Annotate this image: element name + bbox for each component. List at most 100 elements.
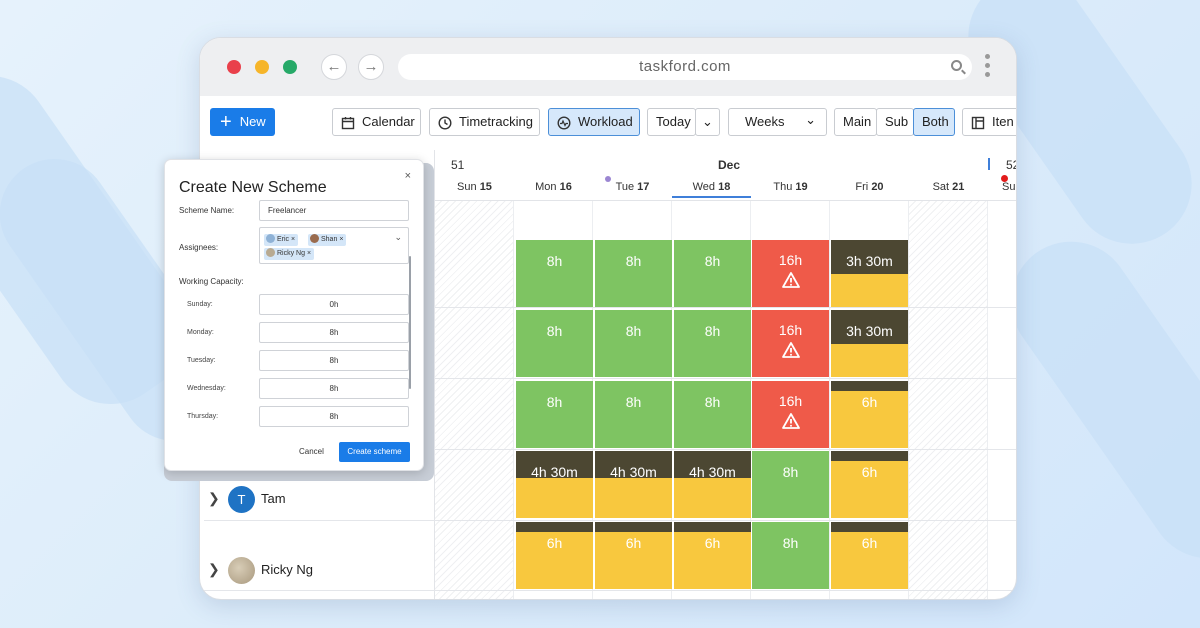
day-label: Thu 19 bbox=[773, 181, 808, 193]
assignees-select[interactable]: Eric × Shan × Ricky Ng × ⌄ bbox=[259, 227, 409, 264]
sub-filter-button[interactable]: Sub bbox=[876, 108, 914, 136]
warning-icon bbox=[782, 413, 800, 429]
workload-cell[interactable]: 8h bbox=[595, 240, 672, 307]
workload-cell[interactable]: 8h bbox=[516, 381, 593, 448]
workload-hours: 8h bbox=[546, 323, 563, 339]
workload-view-button[interactable]: Workload bbox=[548, 108, 640, 136]
person-row-tam[interactable]: ❯ T Tam bbox=[208, 483, 286, 514]
day-label: Sun 15 bbox=[457, 181, 492, 193]
row-divider bbox=[204, 520, 1016, 521]
row-divider bbox=[204, 307, 1016, 308]
layout-icon bbox=[971, 116, 985, 129]
workload-cell[interactable]: 6h bbox=[674, 522, 751, 589]
search-icon[interactable] bbox=[951, 60, 962, 71]
workload-cell[interactable]: 8h bbox=[595, 381, 672, 448]
items-button[interactable]: Iten bbox=[962, 108, 1016, 136]
close-icon[interactable]: × bbox=[404, 170, 411, 182]
workload-cell[interactable]: 16h bbox=[752, 381, 829, 448]
person-row-ricky-ng[interactable]: ❯ Ricky Ng bbox=[208, 554, 314, 585]
create-scheme-button[interactable]: Create scheme bbox=[339, 442, 410, 462]
workload-cell[interactable]: 3h 30m bbox=[831, 310, 908, 377]
modal-scrollbar[interactable] bbox=[409, 256, 411, 389]
workload-cell[interactable]: 4h 30m bbox=[516, 451, 593, 518]
workload-cell[interactable]: 6h bbox=[831, 381, 908, 448]
address-bar[interactable]: taskford.com bbox=[398, 54, 972, 80]
workload-cell[interactable]: 8h bbox=[674, 240, 751, 307]
workload-cell[interactable]: 4h 30m bbox=[674, 451, 751, 518]
workload-cell[interactable]: 8h bbox=[674, 381, 751, 448]
browser-window: ← → taskford.com + New Calendar Timetrack… bbox=[199, 37, 1017, 600]
remove-chip-icon[interactable]: × bbox=[339, 236, 344, 243]
workload-cell[interactable]: 3h 30m bbox=[831, 240, 908, 307]
workload-hours: 4h 30m bbox=[610, 464, 657, 480]
capacity-hours-input[interactable]: 0h bbox=[259, 294, 409, 315]
chevron-right-icon[interactable]: ❯ bbox=[208, 490, 220, 506]
workload-cell[interactable]: 16h bbox=[752, 310, 829, 377]
overtime-band bbox=[595, 522, 672, 532]
workload-hours: 4h 30m bbox=[689, 464, 736, 480]
workload-cell[interactable]: 6h bbox=[831, 522, 908, 589]
remove-chip-icon[interactable]: × bbox=[291, 236, 296, 243]
day-column bbox=[751, 201, 830, 599]
workload-hours: 8h bbox=[625, 394, 642, 410]
weeks-select[interactable]: Weeks ⌄ bbox=[728, 108, 827, 136]
workload-hours: 16h bbox=[778, 393, 803, 409]
both-filter-button[interactable]: Both bbox=[913, 108, 955, 136]
workload-hours: 6h bbox=[861, 464, 878, 480]
modal-title: Create New Scheme bbox=[179, 179, 327, 196]
chevron-down-icon[interactable]: ⌄ bbox=[394, 232, 402, 242]
main-filter-button[interactable]: Main bbox=[834, 108, 877, 136]
avatar bbox=[266, 248, 275, 257]
maximize-window-dot[interactable] bbox=[283, 60, 297, 74]
workload-hours: 8h bbox=[704, 323, 721, 339]
workload-cell[interactable]: 8h bbox=[752, 522, 829, 589]
workload-grid: 51 Dec 52 Sun 15 Mon 16 Tue 17 Wed 18 Thu 19… bbox=[200, 150, 1016, 599]
workload-hours: 16h bbox=[778, 252, 803, 268]
new-button[interactable]: + New bbox=[210, 108, 275, 136]
kebab-menu-icon[interactable] bbox=[985, 54, 991, 81]
capacity-hours-input[interactable]: 8h bbox=[259, 322, 409, 343]
timetracking-view-button[interactable]: Timetracking bbox=[429, 108, 540, 136]
capacity-hours-input[interactable]: 8h bbox=[259, 406, 409, 427]
day-column bbox=[988, 201, 1016, 599]
close-window-dot[interactable] bbox=[227, 60, 241, 74]
capacity-day-label: Sunday: bbox=[187, 301, 213, 308]
capacity-day-label: Wednesday: bbox=[187, 385, 226, 392]
person-name: Tam bbox=[261, 491, 286, 506]
person-name: Ricky Ng bbox=[261, 562, 314, 577]
remove-chip-icon[interactable]: × bbox=[306, 250, 312, 257]
capacity-hours-input[interactable]: 8h bbox=[259, 378, 409, 399]
workload-cell[interactable]: 8h bbox=[752, 451, 829, 518]
workload-cell[interactable]: 6h bbox=[516, 522, 593, 589]
workload-cell[interactable]: 16h bbox=[752, 240, 829, 307]
calendar-view-button[interactable]: Calendar bbox=[332, 108, 421, 136]
workload-cell[interactable]: 8h bbox=[516, 310, 593, 377]
chevron-right-icon[interactable]: ❯ bbox=[208, 561, 220, 577]
workload-hours: 6h bbox=[861, 394, 878, 410]
avatar bbox=[310, 234, 319, 243]
forward-arrow-icon[interactable]: → bbox=[358, 54, 384, 80]
workload-hours: 3h 30m bbox=[846, 253, 893, 269]
back-arrow-icon[interactable]: ← bbox=[321, 54, 347, 80]
workload-cell[interactable]: 6h bbox=[595, 522, 672, 589]
current-day-underline bbox=[672, 196, 751, 198]
minimize-window-dot[interactable] bbox=[255, 60, 269, 74]
workload-cell[interactable]: 4h 30m bbox=[595, 451, 672, 518]
day-label: Mon 16 bbox=[535, 181, 572, 193]
month-label: Dec bbox=[718, 158, 741, 172]
workload-cell[interactable]: 8h bbox=[595, 310, 672, 377]
today-dropdown-button[interactable]: ⌄ bbox=[695, 108, 720, 136]
today-button[interactable]: Today bbox=[647, 108, 696, 136]
url-text: taskford.com bbox=[639, 58, 731, 75]
cancel-button[interactable]: Cancel bbox=[299, 447, 324, 456]
workload-cell[interactable]: 8h bbox=[674, 310, 751, 377]
capacity-hours-input[interactable]: 8h bbox=[259, 350, 409, 371]
workload-hours: 16h bbox=[778, 322, 803, 338]
sidebar-divider bbox=[434, 150, 435, 599]
workload-hours: 8h bbox=[546, 394, 563, 410]
avatar: T bbox=[228, 486, 255, 514]
workload-cell[interactable]: 6h bbox=[831, 451, 908, 518]
workload-cell[interactable]: 8h bbox=[516, 240, 593, 307]
scheme-name-input[interactable]: Freelancer bbox=[259, 200, 409, 221]
workload-hours: 8h bbox=[782, 535, 799, 551]
